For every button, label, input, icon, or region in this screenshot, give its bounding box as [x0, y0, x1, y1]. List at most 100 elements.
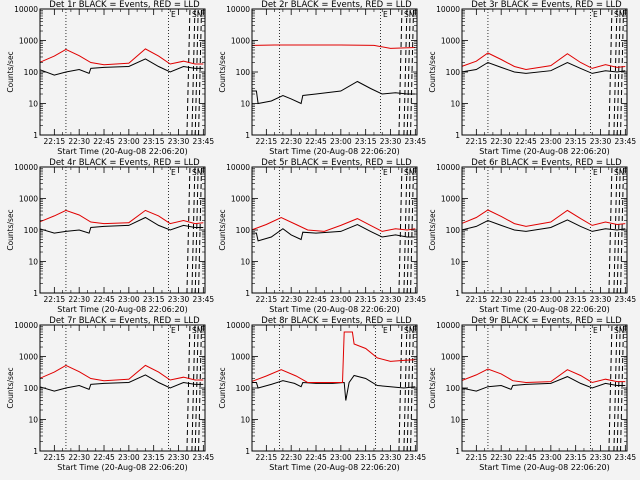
- y-tick-label: 10000: [436, 321, 460, 330]
- y-tick-label: 1: [455, 131, 460, 140]
- x-tick-label: 23:15: [355, 453, 377, 462]
- x-tick-label: 22:45: [93, 295, 115, 304]
- x-tick-label: 23:30: [168, 453, 190, 462]
- y-tick-label: 100: [446, 384, 461, 393]
- dashed-marker-line: [186, 324, 191, 452]
- dashed-marker-line: [613, 324, 618, 452]
- x-tick-label: 22:45: [515, 137, 537, 146]
- corner-label-e: E: [171, 168, 176, 177]
- x-tick-label: 22:15: [44, 137, 66, 146]
- x-tick-label: 23:30: [380, 453, 402, 462]
- detector-panel-3: Det 3r BLACK = Events, RED = LLD 1 10 100 10…: [428, 0, 636, 156]
- x-tick-label: 22:30: [490, 453, 512, 462]
- x-tick-label: 23:15: [355, 295, 377, 304]
- lld-series-line: [252, 331, 416, 383]
- dashed-marker-line: [410, 166, 415, 294]
- corner-label-e: E: [171, 10, 176, 19]
- x-tick-label: 23:00: [330, 137, 352, 146]
- y-tick-label: 10000: [436, 163, 460, 172]
- x-axis-label: Start Time (20-Aug-08 22:06:20): [479, 463, 610, 472]
- dashed-marker-line: [406, 324, 411, 452]
- y-tick-label: 1000: [19, 353, 38, 362]
- lld-series-line: [40, 48, 204, 66]
- lld-series-line: [462, 52, 626, 71]
- x-tick-label: 22:15: [44, 453, 66, 462]
- x-axis-label: Start Time (20-Aug-08 22:06:20): [479, 305, 610, 314]
- y-tick-label: 10000: [14, 321, 38, 330]
- events-series-line: [462, 61, 626, 74]
- x-tick-label: 23:00: [540, 137, 562, 146]
- detector-panel-9: Det 9r BLACK = Events, RED = LLD 1 10 100 10…: [428, 316, 636, 472]
- lld-series-line: [252, 44, 416, 49]
- lld-series-line: [252, 216, 416, 232]
- corner-label-e: E: [383, 10, 388, 19]
- x-tick-label: 23:15: [143, 295, 165, 304]
- y-tick-label: 1: [33, 131, 38, 140]
- lld-series-line: [40, 364, 204, 382]
- dashed-marker-line: [194, 166, 199, 294]
- panel-title: Det 8r BLACK = Events, RED = LLD: [261, 316, 412, 326]
- x-tick-label: 22:15: [256, 453, 278, 462]
- x-axis-label: Start Time (20-Aug-08 22:06:20): [269, 147, 400, 156]
- dashed-marker-line: [620, 8, 625, 136]
- lld-series-line: [462, 368, 626, 384]
- x-tick-label: 22:30: [490, 295, 512, 304]
- x-tick-label: 23:00: [118, 453, 140, 462]
- dashed-marker-line: [616, 166, 621, 294]
- y-tick-label: 100: [236, 384, 251, 393]
- events-series-line: [40, 216, 204, 234]
- x-tick-label: 22:45: [305, 453, 327, 462]
- corner-label-sn: SN: [614, 326, 624, 335]
- y-axis-label: Counts/sec: [428, 51, 437, 92]
- y-tick-label: 100: [24, 68, 39, 77]
- panel-title: Det 9r BLACK = Events, RED = LLD: [471, 316, 622, 326]
- corner-label-sn: SN: [614, 168, 624, 177]
- x-tick-label: 22:45: [515, 295, 537, 304]
- y-tick-label: 1000: [441, 37, 460, 46]
- dashed-marker-line: [608, 324, 613, 452]
- panel-title: Det 5r BLACK = Events, RED = LLD: [261, 158, 412, 168]
- y-tick-label: 10: [240, 100, 250, 109]
- x-tick-label: 23:30: [380, 137, 402, 146]
- x-tick-label: 23:00: [540, 295, 562, 304]
- panel-title: Det 7r BLACK = Events, RED = LLD: [49, 316, 200, 326]
- y-tick-label: 1000: [231, 353, 250, 362]
- x-tick-label: 23:45: [193, 137, 215, 146]
- corner-label-sn: SN: [404, 168, 414, 177]
- y-tick-label: 1: [245, 289, 250, 298]
- plot-frame: [461, 8, 628, 136]
- x-axis-label: Start Time (20-Aug-08 22:06:20): [57, 147, 188, 156]
- detector-panel-6: Det 6r BLACK = Events, RED = LLD 1 10 100 10…: [428, 158, 636, 314]
- corner-label-e: E: [383, 168, 388, 177]
- corner-label-sn: SN: [404, 326, 414, 335]
- x-tick-label: 23:15: [143, 137, 165, 146]
- x-tick-label: 23:00: [540, 453, 562, 462]
- x-axis-label: Start Time (20-Aug-08 22:06:20): [479, 147, 610, 156]
- y-tick-label: 10000: [226, 5, 250, 14]
- corner-label-sn: SN: [192, 168, 202, 177]
- dashed-marker-line: [398, 8, 403, 136]
- x-tick-label: 23:00: [118, 295, 140, 304]
- y-axis-label: Counts/sec: [218, 209, 227, 250]
- x-tick-label: 22:45: [93, 453, 115, 462]
- y-tick-label: 1000: [441, 353, 460, 362]
- x-tick-label: 22:30: [490, 137, 512, 146]
- corner-label-e: E: [593, 326, 598, 335]
- y-tick-label: 10: [450, 416, 460, 425]
- dashed-marker-line: [608, 8, 613, 136]
- y-tick-label: 100: [446, 68, 461, 77]
- corner-label-e: E: [171, 326, 176, 335]
- y-tick-label: 100: [446, 226, 461, 235]
- y-axis-label: Counts/sec: [6, 51, 15, 92]
- x-tick-label: 23:00: [118, 137, 140, 146]
- x-tick-label: 22:15: [256, 137, 278, 146]
- y-tick-label: 100: [236, 226, 251, 235]
- y-tick-label: 10: [240, 416, 250, 425]
- x-tick-label: 23:45: [615, 453, 637, 462]
- y-tick-label: 1000: [231, 195, 250, 204]
- x-tick-label: 22:30: [280, 295, 302, 304]
- dashed-marker-line: [194, 8, 199, 136]
- dashed-marker-line: [410, 324, 415, 452]
- corner-label-sn: SN: [404, 10, 414, 19]
